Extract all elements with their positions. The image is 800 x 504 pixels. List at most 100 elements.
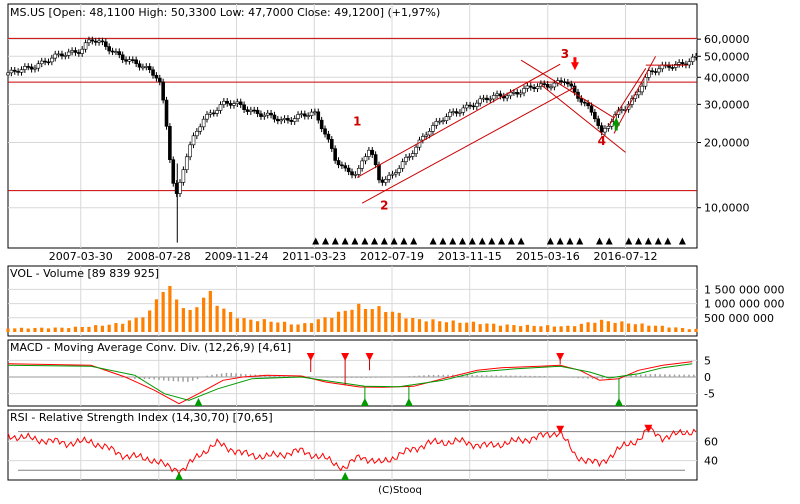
volume-bar xyxy=(370,309,374,332)
volume-bar xyxy=(222,308,226,332)
candle-body xyxy=(377,164,381,181)
candle-body xyxy=(468,104,472,107)
candle-body xyxy=(191,135,196,146)
signal-marker xyxy=(517,237,525,245)
candle-body xyxy=(269,112,273,116)
candle-body xyxy=(448,111,452,117)
rsi-sell-signal xyxy=(644,424,653,433)
volume-bar xyxy=(202,297,206,332)
volume-bar xyxy=(438,321,442,332)
candle-body xyxy=(367,149,371,157)
candle-body xyxy=(107,46,111,52)
candle-body xyxy=(144,66,149,68)
candle-body xyxy=(589,105,594,113)
volume-bar xyxy=(519,326,523,332)
y-tick-label: 40,0000 xyxy=(704,71,750,84)
volume-bar xyxy=(525,324,529,332)
x-tick-label: 2007-03-30 xyxy=(49,250,113,263)
candle-body xyxy=(333,148,337,161)
candle-body xyxy=(387,174,391,180)
candle-body xyxy=(9,69,14,74)
chart-title: MS.US [Open: 48,1100 High: 50,3300 Low: … xyxy=(10,6,440,19)
signal-marker xyxy=(341,237,349,245)
candle-body xyxy=(309,111,314,116)
volume-bar xyxy=(579,323,583,332)
volume-bar xyxy=(633,324,637,332)
candle-body xyxy=(326,133,331,140)
volume-bar xyxy=(505,324,509,332)
candle-body xyxy=(255,109,260,115)
candle-body xyxy=(653,71,658,73)
volume-bar xyxy=(114,323,118,332)
candle-body xyxy=(488,98,493,101)
candle-body xyxy=(677,62,681,65)
volume-bar xyxy=(121,323,125,332)
signal-marker xyxy=(546,237,554,245)
candle-body xyxy=(434,121,439,126)
candle-body xyxy=(205,114,209,120)
volume-bar xyxy=(350,309,354,332)
signal-marker xyxy=(556,237,564,245)
y-tick-label: 40 xyxy=(704,455,718,468)
signal-marker xyxy=(664,237,672,245)
candle-body xyxy=(508,92,513,97)
volume-bar xyxy=(478,324,482,332)
y-tick-label: 5 xyxy=(704,354,711,367)
volume-bar xyxy=(600,319,604,332)
candle-body xyxy=(198,126,203,132)
candle-body xyxy=(454,111,459,114)
volume-bar xyxy=(653,325,658,332)
volume-bar xyxy=(343,310,347,332)
volume-bar xyxy=(154,299,158,332)
candle-body xyxy=(586,102,590,107)
candle-body xyxy=(606,126,611,129)
candle-body xyxy=(97,40,101,43)
candle-body xyxy=(36,63,41,69)
volume-bar xyxy=(566,325,570,332)
signal-marker xyxy=(351,237,359,245)
candle-body xyxy=(195,130,199,137)
signal-marker xyxy=(605,237,613,245)
candle-body xyxy=(211,112,216,115)
panel-frame-3 xyxy=(7,409,698,481)
candle-body xyxy=(73,50,78,53)
wave-label: 3 xyxy=(561,47,569,61)
trend-line xyxy=(540,84,626,153)
volume-bar xyxy=(397,312,401,332)
buy-arrow-head xyxy=(612,117,621,126)
signal-marker xyxy=(331,237,339,245)
volume-bar xyxy=(390,311,395,332)
candle-body xyxy=(12,69,17,72)
volume-bar xyxy=(687,329,691,332)
candle-body xyxy=(549,86,553,89)
candle-body xyxy=(640,85,644,93)
candle-body xyxy=(498,93,503,97)
volume-bar xyxy=(411,317,415,332)
candle-body xyxy=(188,144,192,158)
x-tick-label: 2012-07-19 xyxy=(360,250,424,263)
signal-marker xyxy=(390,237,398,245)
candle-body xyxy=(6,72,10,76)
candle-body xyxy=(525,85,530,89)
volume-bar xyxy=(357,303,361,332)
volume-bar xyxy=(465,322,469,332)
macd-sell-signal xyxy=(306,353,315,361)
volume-bar xyxy=(417,319,422,332)
volume-bar xyxy=(134,317,138,332)
candle-body xyxy=(596,118,601,126)
candle-body xyxy=(582,101,587,104)
trend-line xyxy=(613,56,657,134)
candle-body xyxy=(336,160,341,166)
candle-body xyxy=(441,120,445,122)
candle-body xyxy=(414,146,418,154)
macd-series-line-1 xyxy=(7,363,693,401)
candle-body xyxy=(141,66,145,69)
candle-body xyxy=(670,67,675,69)
volume-bar xyxy=(255,321,260,332)
candle-body xyxy=(26,66,31,68)
candle-body xyxy=(114,51,118,53)
volume-bar xyxy=(323,317,327,332)
candle-body xyxy=(512,92,516,94)
candle-body xyxy=(424,134,429,137)
y-tick-label: 1 500 000 000 xyxy=(704,283,784,296)
